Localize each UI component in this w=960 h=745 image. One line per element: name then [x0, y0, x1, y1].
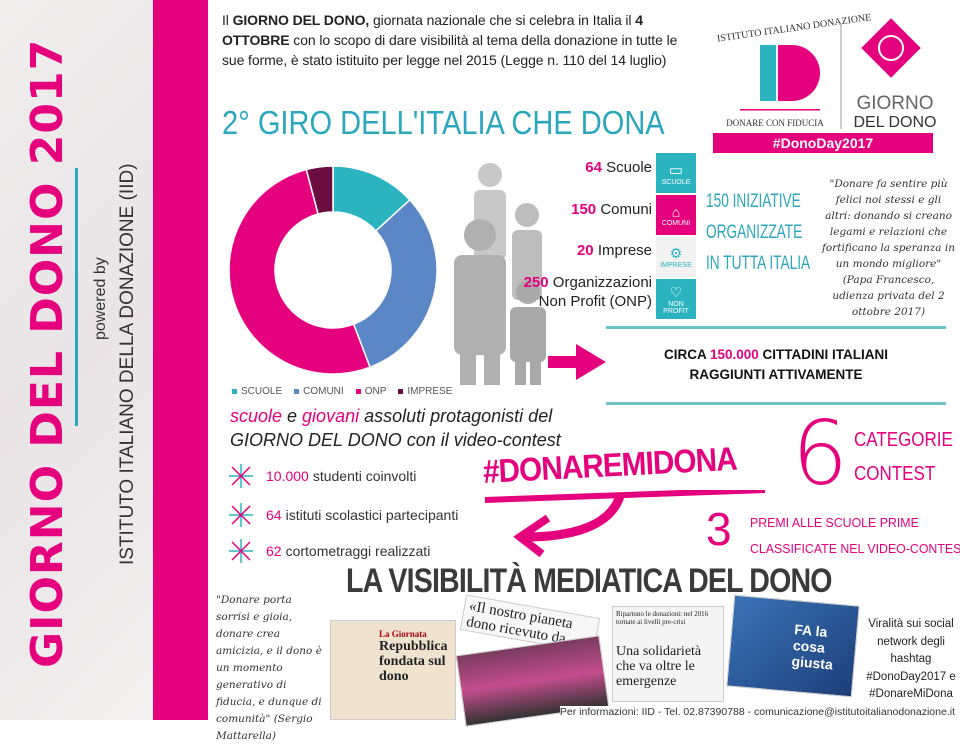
asterisk-icon [229, 464, 253, 488]
legend-swatch [398, 388, 404, 394]
legend-swatch [232, 388, 237, 394]
logo-tagline: DONARE CON FIDUCIA [726, 118, 824, 128]
cittadini-text: CIRCA 150.000 CITTADINI ITALIANI RAGGIUNT… [663, 347, 889, 382]
categorie-text: CATEGORIE CONTEST [854, 429, 953, 485]
sidebar-title: GIORNO DEL DONO 2017 [22, 38, 73, 668]
legend-label: COMUNI [303, 386, 344, 397]
book-icon: ▭ SCUOLE [656, 153, 696, 193]
chart-legend: SCUOLE COMUNI ONP IMPRESE [232, 386, 452, 397]
heart-icon: ♡ NON PROFIT [656, 279, 696, 319]
count-comuni: 150 Comuni [571, 201, 652, 218]
papa-quote: "Donare fa sentire più felici noi stessi… [822, 178, 955, 318]
legend-item-comuni: COMUNI [294, 386, 344, 397]
legend-swatch [294, 388, 300, 394]
section-title: 2° GIRO DELL'ITALIA CHE DONA [222, 104, 665, 141]
media-title: LA VISIBILITÀ MEDIATICA DEL DONO [346, 562, 832, 600]
legend-label: SCUOLE [241, 386, 283, 397]
logo-arc-text: ISTITUTO ITALIANO DONAZIONE [716, 12, 872, 45]
count-scuole: 64 Scuole [585, 159, 652, 176]
divider [606, 402, 946, 405]
contact-info: Per informazioni: IID - Tel. 02.87390788… [559, 706, 955, 718]
donut-chart [228, 165, 438, 375]
tv-screenshot: FA la cosa giusta [726, 594, 860, 698]
legend-label: IMPRESE [407, 386, 453, 397]
logo-hashtag: #DonoDay2017 [773, 135, 874, 151]
stat-studenti: 10.000 studenti coinvolti [228, 463, 416, 489]
premi-number: 3 [706, 503, 732, 555]
donut-slice-onp [228, 168, 371, 375]
iniziative-text: 150 INIZIATIVE ORGANIZZATE IN TUTTA ITALIA [706, 191, 811, 274]
pink-band [153, 0, 208, 720]
premi-text: PREMI ALLE SCUOLE PRIME CLASSIFICATE NEL … [750, 515, 960, 556]
legend-item-onp: ONP [355, 386, 387, 397]
legend-swatch [355, 388, 361, 394]
divider [606, 326, 946, 329]
intro-text: Il GIORNO DEL DONO, giornata nazionale c… [222, 12, 678, 68]
arrow-right-icon [548, 344, 606, 380]
powered-by: powered by [92, 257, 109, 340]
donut-slice-comuni [352, 198, 438, 369]
press-clip: La Giornata Repubblica fondata sul dono [330, 620, 456, 720]
asterisk-icon [229, 539, 253, 563]
donut-slice-imprese [305, 165, 334, 215]
gears-icon: ⚙ IMPRESE [656, 237, 696, 277]
mattarella-quote: "Donare porta sorrisi e gioia, donare cr… [216, 594, 322, 742]
logo-graphic: ISTITUTO ITALIANO DONAZIONE DONARE CON F… [713, 12, 937, 153]
logo-del-dono: DEL DONO [854, 114, 937, 131]
count-imprese: 20 Imprese [576, 242, 652, 259]
stat-cortometraggi: 62 cortometraggi realizzati [228, 538, 430, 564]
protagonisti-text: scuole e giovani assoluti protagonisti d… [230, 406, 561, 450]
curved-arrow-icon [484, 490, 766, 558]
logo: ISTITUTO ITALIANO DONAZIONE DONARE CON F… [705, 5, 955, 155]
legend-item-scuole: SCUOLE [232, 386, 282, 397]
legend-item-imprese: IMPRESE [398, 386, 452, 397]
stat-istituti: 64 istituti scolastici partecipanti [228, 502, 458, 528]
logo-giorno: GIORNO [856, 93, 933, 114]
people-illustration [454, 163, 546, 385]
asterisk-icon [229, 503, 253, 527]
viralita-text: Viralità sui social network degli hashta… [866, 618, 956, 700]
press-clip: Ripartono le donazioni: nel 2016 tornate… [612, 606, 724, 702]
divider [75, 168, 78, 426]
institute-name: ISTITUTO ITALIANO DELLA DONAZIONE (IID) [117, 163, 138, 565]
count-onp: 250 Organizzazioni Non Profit (ONP) [523, 274, 652, 310]
categorie-number: 6 [792, 402, 848, 505]
town-hall-icon: ⌂ COMUNI [656, 195, 696, 235]
legend-label: ONP [364, 386, 387, 397]
